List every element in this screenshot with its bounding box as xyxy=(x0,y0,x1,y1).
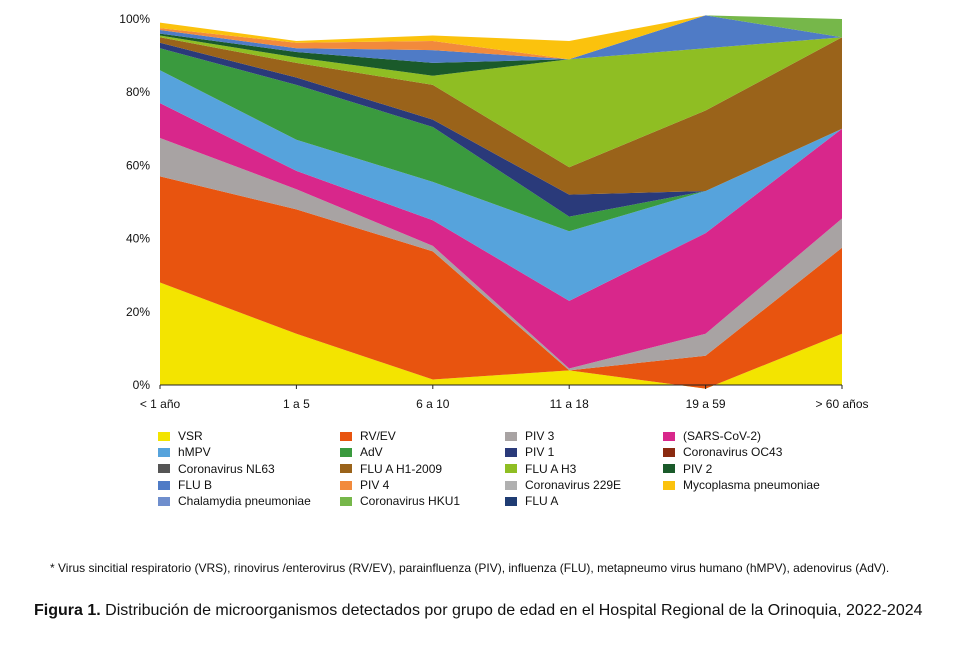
legend-swatch xyxy=(505,431,517,441)
area-rv-ev xyxy=(160,176,842,389)
legend-label: PIV 4 xyxy=(360,478,390,493)
x-tick-label: 1 a 5 xyxy=(283,397,310,411)
legend-label: Coronavirus OC43 xyxy=(683,445,783,460)
area-piv-4 xyxy=(160,15,842,60)
legend-swatch xyxy=(158,496,170,506)
legend-label: Coronavirus NL63 xyxy=(178,461,275,476)
legend-swatch xyxy=(158,464,170,474)
legend-swatch xyxy=(505,496,517,506)
x-tick-label: 11 a 18 xyxy=(550,397,589,411)
legend-item: PIV 2 xyxy=(663,461,878,477)
legend-item: Mycoplasma pneumoniae xyxy=(663,477,878,493)
legend-label: (SARS-CoV-2) xyxy=(683,429,762,444)
legend-item: FLU B xyxy=(158,477,340,493)
legend-swatch xyxy=(663,464,675,474)
y-tick-label: 60% xyxy=(126,158,150,172)
legend-swatch xyxy=(340,464,352,474)
caption-label: Figura 1. xyxy=(34,602,101,619)
legend-item: Coronavirus NL63 xyxy=(158,461,340,477)
area-coronavirus-hku1 xyxy=(160,15,842,41)
x-tick-label: > 60 años xyxy=(815,397,868,411)
legend-label: RV/EV xyxy=(360,429,396,444)
legend-item: PIV 4 xyxy=(340,477,505,493)
legend-swatch xyxy=(340,496,352,506)
legend-swatch xyxy=(663,480,675,490)
legend-swatch xyxy=(505,464,517,474)
stacked-area-chart: < 1 año 1 a 5 6 a 10 11 a 18 19 a 59 > 60 año… xyxy=(119,12,868,411)
chart-areas xyxy=(160,15,842,389)
legend-item: (SARS-CoV-2) xyxy=(663,428,878,444)
area-piv-2 xyxy=(160,33,842,76)
legend-label: VSR xyxy=(178,429,203,444)
legend-item: FLU A H1-2009 xyxy=(340,461,505,477)
y-tick-label: 40% xyxy=(126,232,150,246)
legend-label: Coronavirus HKU1 xyxy=(360,494,461,509)
legend-label: FLU B xyxy=(178,478,213,493)
legend-item: Coronavirus HKU1 xyxy=(340,493,505,509)
legend-item: FLU A xyxy=(505,493,663,509)
legend-swatch xyxy=(340,480,352,490)
area-flu-a-h1-2009 xyxy=(160,37,842,195)
legend-label: FLU A H3 xyxy=(525,461,577,476)
x-tick-label: < 1 año xyxy=(140,397,181,411)
area-sars-cov-2 xyxy=(160,103,842,369)
legend-label: PIV 3 xyxy=(525,429,555,444)
legend-item: FLU A H3 xyxy=(505,461,663,477)
legend-item: Chalamydia pneumoniae xyxy=(158,493,340,509)
legend-label: AdV xyxy=(360,445,383,460)
legend-label: Chalamydia pneumoniae xyxy=(178,494,311,509)
legend-swatch xyxy=(158,447,170,457)
x-tick-label: 6 a 10 xyxy=(416,397,450,411)
legend-item: Coronavirus 229E xyxy=(505,477,663,493)
legend-swatch xyxy=(340,447,352,457)
legend-swatch xyxy=(505,480,517,490)
y-tick-label: 80% xyxy=(126,85,150,99)
legend-swatch xyxy=(663,431,675,441)
legend-item: PIV 1 xyxy=(505,444,663,460)
area-flu-a-h3 xyxy=(160,35,842,168)
legend-swatch xyxy=(663,447,675,457)
chart-legend: VSR RV/EV PIV 3 (SARS-CoV-2) hMPV AdV PIV 1 Cor… xyxy=(158,428,878,509)
caption-text: Distribución de microorganismos detectad… xyxy=(100,602,923,619)
legend-swatch xyxy=(158,480,170,490)
x-tick-label: 19 a 59 xyxy=(686,397,726,411)
area-adv xyxy=(160,48,842,232)
area-vsr xyxy=(160,282,842,389)
legend-label: PIV 1 xyxy=(525,445,555,460)
legend-label: PIV 2 xyxy=(683,461,713,476)
y-tick-label: 0% xyxy=(133,378,151,392)
legend-label: FLU A H1-2009 xyxy=(360,461,443,476)
legend-item: hMPV xyxy=(158,444,340,460)
y-tick-label: 20% xyxy=(126,305,150,319)
chart-axes: < 1 año 1 a 5 6 a 10 11 a 18 19 a 59 > 60 año… xyxy=(119,12,868,411)
area-piv-1 xyxy=(160,42,842,217)
area-hmpv xyxy=(160,70,842,301)
legend-item: PIV 3 xyxy=(505,428,663,444)
area-flu-b xyxy=(160,15,842,63)
legend-item: Coronavirus OC43 xyxy=(663,444,878,460)
figure-caption: Figura 1. Distribución de microorganismo… xyxy=(34,601,974,620)
legend-item: VSR xyxy=(158,428,340,444)
legend-label: Coronavirus 229E xyxy=(525,478,622,493)
legend-label: Mycoplasma pneumoniae xyxy=(683,478,820,493)
legend-item: RV/EV xyxy=(340,428,505,444)
y-tick-label: 100% xyxy=(119,12,150,26)
legend-swatch xyxy=(158,431,170,441)
legend-item: AdV xyxy=(340,444,505,460)
legend-label: hMPV xyxy=(178,445,211,460)
footnote: * Virus sincitial respiratorio (VRS), ri… xyxy=(50,561,890,575)
legend-label: FLU A xyxy=(525,494,559,509)
legend-swatch xyxy=(505,447,517,457)
legend-swatch xyxy=(340,431,352,441)
